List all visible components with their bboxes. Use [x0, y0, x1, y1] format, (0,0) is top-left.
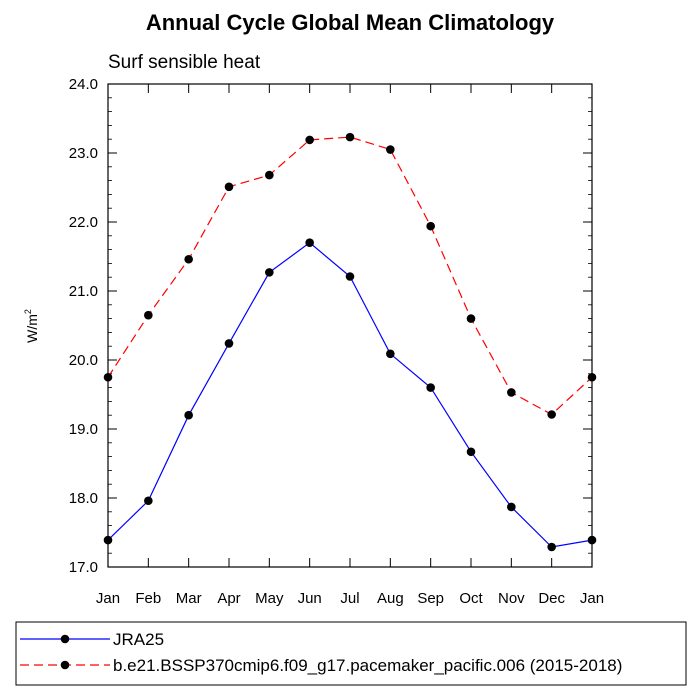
x-tick-label: Apr — [217, 590, 240, 607]
y-tick-label: 19.0 — [69, 421, 98, 438]
x-tick-label: Sep — [417, 590, 444, 607]
series-0-point — [144, 496, 153, 506]
series-0-point — [466, 447, 476, 457]
series-0-point — [386, 349, 395, 359]
series-0-point — [426, 383, 435, 392]
x-tick-label: Oct — [459, 590, 483, 607]
y-tick-label: 24.0 — [69, 76, 98, 93]
y-tick-label: 17.0 — [69, 559, 98, 576]
x-tick-label: Jul — [340, 590, 359, 607]
chart-subtitle: Surf sensible heat — [108, 52, 261, 73]
series-1-point — [224, 182, 234, 192]
chart-title: Annual Cycle Global Mean Climatology — [146, 10, 555, 35]
series-layer — [103, 132, 597, 552]
x-tick-label: Mar — [176, 590, 202, 607]
y-tick-label: 20.0 — [69, 352, 98, 369]
x-tick-label: Feb — [135, 590, 161, 607]
series-1-point — [345, 132, 355, 142]
series-0-point — [184, 410, 193, 420]
legend-marker-1 — [60, 660, 70, 670]
plot-frame — [107, 83, 593, 568]
x-tick-label: Dec — [538, 590, 565, 607]
y-tick-label: 21.0 — [69, 283, 98, 300]
series-1-point — [547, 410, 556, 419]
series-0-point — [507, 502, 516, 512]
series-1-point — [426, 221, 435, 231]
series-1-point — [305, 135, 314, 145]
y-axis-label-exponent: 2 — [23, 309, 33, 314]
series-0-point — [305, 238, 314, 247]
x-tick-label: May — [255, 590, 284, 607]
x-tick-label: Nov — [498, 590, 525, 607]
y-axis-label: W/m2 — [23, 309, 40, 343]
series-1-point — [184, 254, 193, 264]
series-0-point — [345, 272, 355, 281]
series-1-point — [386, 145, 395, 154]
series-0-point — [547, 542, 556, 552]
y-tick-label: 23.0 — [69, 145, 98, 162]
legend-marker-0 — [60, 634, 70, 644]
y-tick-label: 18.0 — [69, 490, 98, 507]
y-tick-label: 22.0 — [69, 214, 98, 231]
series-line-0 — [107, 241, 593, 548]
x-tick-label: Jan — [96, 590, 120, 607]
series-1-point — [466, 314, 476, 323]
series-0-point — [265, 268, 274, 277]
series-0-point — [224, 339, 234, 348]
series-1-point — [507, 388, 516, 397]
legend-box — [15, 621, 687, 686]
axes-layer: 17.0 18.0 19.0 20.0 21.0 22.0 23.0 24.0 Jan Feb Ma… — [69, 76, 604, 607]
series-1-point — [144, 310, 153, 320]
x-tick-label: Aug — [377, 590, 404, 607]
legend-label-0: JRA25 — [113, 630, 164, 649]
x-tick-label: Jun — [298, 590, 322, 607]
x-tick-label: Jan — [580, 590, 604, 607]
legend-label-1: b.e21.BSSP370cmip6.f09_g17.pacemaker_pac… — [113, 656, 622, 675]
series-1-point — [265, 170, 274, 180]
y-axis-label-base: W/m — [24, 314, 40, 343]
legend: JRA25 b.e21.BSSP370cmip6.f09_g17.pacemake… — [15, 621, 687, 686]
